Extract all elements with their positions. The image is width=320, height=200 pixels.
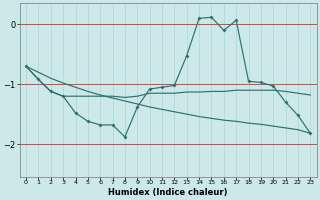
X-axis label: Humidex (Indice chaleur): Humidex (Indice chaleur)	[108, 188, 228, 197]
